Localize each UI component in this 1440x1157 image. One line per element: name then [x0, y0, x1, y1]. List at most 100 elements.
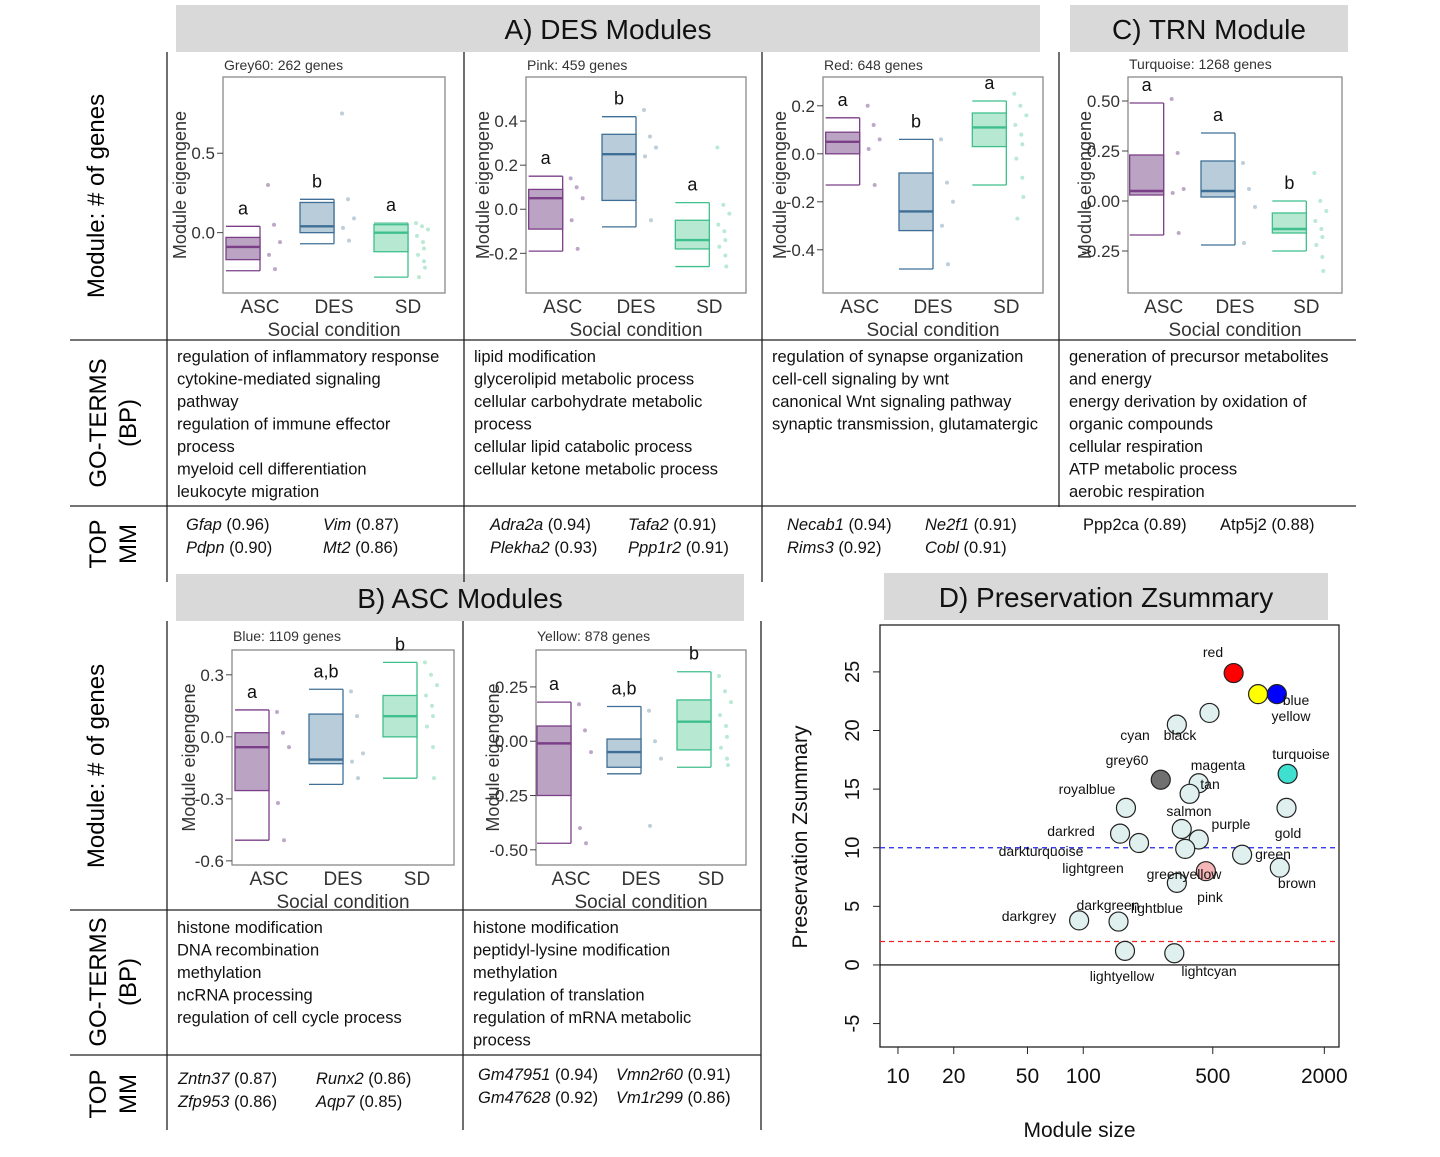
data-point — [649, 218, 653, 223]
data-point — [423, 660, 427, 665]
data-point — [422, 246, 426, 251]
data-point — [1314, 243, 1319, 247]
data-point — [435, 683, 439, 688]
x-tick-label: 500 — [1195, 1065, 1230, 1088]
data-point — [1312, 171, 1317, 175]
data-point — [1181, 187, 1186, 191]
group-sd: a SD — [373, 195, 430, 318]
go-term-line: process — [473, 1032, 531, 1050]
data-point — [273, 267, 277, 272]
significance-letter: b — [689, 644, 699, 664]
significance-letter: a — [247, 682, 258, 702]
gene-name: Aqp7 — [315, 1093, 355, 1111]
point-label: lightcyan — [1181, 963, 1236, 979]
group-des: b DES — [898, 111, 955, 318]
group-sd: a SD — [971, 73, 1029, 318]
data-point — [1013, 123, 1018, 127]
go-term-line: energy derivation by oxidation of — [1069, 393, 1307, 411]
data-point — [417, 275, 421, 280]
y-tick-label: 15 — [842, 778, 864, 800]
box — [528, 188, 564, 230]
data-point — [577, 702, 581, 707]
go-term-line: methylation — [473, 964, 557, 982]
group-asc: a ASC — [1129, 75, 1186, 318]
x-tick-label: DES — [621, 869, 660, 890]
data-point — [584, 841, 588, 846]
significance-letter: a — [549, 674, 560, 694]
point-green — [1175, 838, 1196, 859]
data-point — [1018, 103, 1023, 108]
panel-b-header — [176, 574, 744, 621]
x-tick-label: DES — [314, 297, 353, 318]
data-point — [569, 218, 574, 223]
row-label-module-a: Module: # of genes — [83, 94, 110, 298]
data-point — [347, 238, 351, 243]
point-lightgreen — [1232, 844, 1253, 865]
mm-value: (0.89) — [1139, 516, 1187, 534]
y-tick-label: -0.2 — [786, 193, 815, 212]
data-point — [356, 776, 360, 781]
significance-letter: a — [1213, 105, 1224, 125]
mm-value: (0.85) — [355, 1093, 403, 1111]
box — [1129, 154, 1165, 196]
point-lightblue — [1114, 940, 1136, 961]
gene-name: Gm47951 — [478, 1066, 550, 1084]
group-des: b DES — [601, 89, 658, 318]
data-point — [721, 202, 726, 207]
significance-letter: b — [614, 89, 624, 109]
mm-value: (0.96) — [222, 516, 270, 534]
go-term-line: regulation of cell cycle process — [177, 1009, 402, 1027]
go-term-line: generation of precursor metabolites — [1069, 348, 1329, 366]
go-term-line: cellular ketone metabolic process — [474, 461, 718, 479]
data-point — [1012, 91, 1017, 96]
top-mm-yellow: Gm47951 (0.94) Vmn2r60 (0.91) Gm47628 (0.9… — [478, 1066, 731, 1107]
y-tick-label: 0.00 — [495, 732, 528, 751]
group-asc: a ASC — [825, 90, 882, 318]
row-label-top-sub-b: MM — [115, 1074, 142, 1114]
x-tick-label: DES — [913, 297, 952, 318]
box — [308, 713, 344, 765]
go-term-line: cellular lipid catabolic process — [474, 438, 692, 456]
y-tick-label: 0.0 — [191, 224, 215, 243]
data-point — [589, 750, 593, 755]
x-tick-label: ASC — [543, 297, 582, 318]
x-tick-label: SD — [696, 297, 722, 318]
x-tick-label: ASC — [240, 297, 279, 318]
data-point — [654, 145, 658, 150]
significance-letter: a — [1142, 75, 1153, 95]
point-label: darkgreen — [1076, 897, 1139, 913]
gene-name: Vmn2r60 — [616, 1066, 684, 1084]
data-point — [416, 252, 420, 257]
go-term-line: methylation — [177, 964, 261, 982]
data-point — [568, 176, 573, 181]
y-tick-label: 0.2 — [791, 97, 815, 116]
x-tick-label: DES — [323, 869, 362, 890]
y-tick-label: -0.6 — [195, 852, 224, 871]
panel-d-header — [884, 573, 1328, 620]
data-point — [430, 703, 434, 708]
data-point — [1021, 195, 1026, 199]
data-point — [727, 211, 732, 216]
data-point — [281, 730, 285, 735]
gene-name: Adra2a — [489, 516, 543, 534]
point-label: magenta — [1191, 757, 1246, 773]
data-point — [946, 262, 950, 267]
mm-value: (0.88) — [1267, 516, 1315, 534]
data-point — [575, 246, 580, 251]
data-point — [648, 134, 652, 139]
mm-value: (0.91) — [969, 516, 1017, 534]
gene-name: Tafa2 — [628, 516, 669, 534]
module-subtitle: Yellow: 878 genes — [537, 628, 650, 644]
go-term-line: canonical Wnt signaling pathway — [772, 393, 1012, 411]
plot-frame — [535, 649, 747, 866]
point-label: grey60 — [1106, 752, 1149, 768]
data-point — [432, 776, 436, 781]
point-blue — [1266, 684, 1287, 705]
data-point — [340, 111, 344, 116]
go-term-line: cell-cell signaling by wnt — [772, 371, 949, 389]
data-point — [725, 756, 729, 761]
row-label-top-b: TOP — [85, 1070, 112, 1119]
top-mm-entry: Tafa2 (0.91) — [628, 516, 716, 534]
